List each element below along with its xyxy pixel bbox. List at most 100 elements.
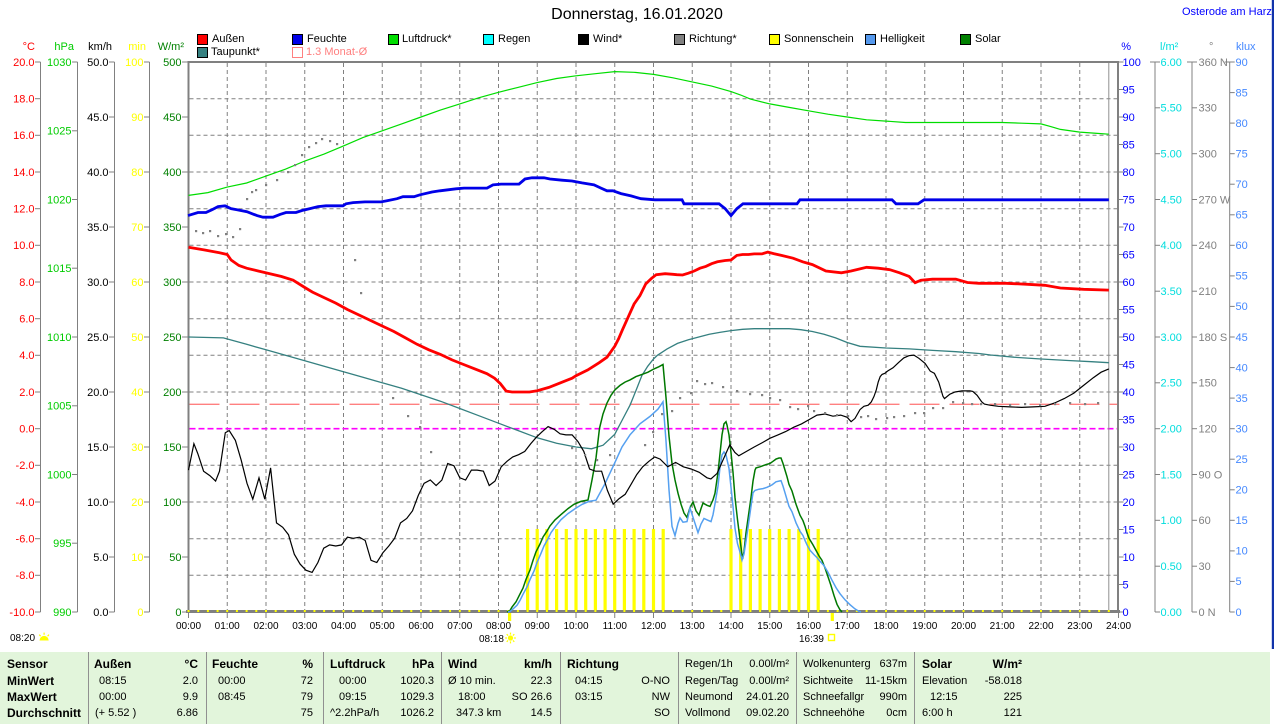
svg-text:25: 25 [1123,469,1135,481]
svg-text:-4.0: -4.0 [16,497,35,509]
svg-text:1.00: 1.00 [1161,515,1182,527]
svg-text:85: 85 [1123,139,1135,151]
svg-text:0 N: 0 N [1199,607,1216,619]
svg-text:-2.0: -2.0 [16,460,35,472]
svg-text:20: 20 [1236,485,1248,497]
svg-text:01:00: 01:00 [215,621,240,632]
svg-text:60: 60 [131,277,143,289]
svg-text:450: 450 [163,112,181,124]
svg-text:10.0: 10.0 [13,240,34,252]
svg-text:180 S: 180 S [1199,332,1228,344]
svg-text:0: 0 [1123,607,1129,619]
svg-text:15.0: 15.0 [87,442,108,454]
svg-text:45.0: 45.0 [87,112,108,124]
svg-text:23:00: 23:00 [1067,621,1092,632]
svg-text:1000: 1000 [47,469,71,481]
svg-text:%: % [1121,41,1131,53]
svg-text:55: 55 [1236,271,1248,283]
svg-text:40: 40 [131,387,143,399]
svg-text:1.50: 1.50 [1161,469,1182,481]
svg-text:-6.0: -6.0 [16,534,35,546]
svg-text:80: 80 [1236,118,1248,130]
svg-text:W/m²: W/m² [158,41,185,53]
svg-text:19:00: 19:00 [912,621,937,632]
svg-text:45: 45 [1123,359,1135,371]
svg-text:50: 50 [1236,301,1248,313]
svg-text:1025: 1025 [47,126,71,138]
svg-text:80: 80 [131,167,143,179]
svg-text:08:00: 08:00 [486,621,511,632]
svg-text:80: 80 [1123,167,1135,179]
svg-text:5.50: 5.50 [1161,103,1182,115]
svg-text:20: 20 [131,497,143,509]
svg-text:500: 500 [163,57,181,69]
svg-text:50: 50 [1123,332,1135,344]
svg-text:2.00: 2.00 [1161,424,1182,436]
svg-text:15:00: 15:00 [757,621,782,632]
svg-text:1015: 1015 [47,263,71,275]
svg-text:20.0: 20.0 [87,387,108,399]
svg-text:40: 40 [1123,387,1135,399]
svg-text:35: 35 [1123,414,1135,426]
svg-text:km/h: km/h [88,41,112,53]
svg-text:90: 90 [131,112,143,124]
svg-text:1005: 1005 [47,401,71,413]
svg-text:17:00: 17:00 [835,621,860,632]
svg-text:2.0: 2.0 [19,387,34,399]
svg-text:-10.0: -10.0 [9,607,34,619]
svg-text:min: min [128,41,146,53]
svg-text:70: 70 [1123,222,1135,234]
svg-text:10: 10 [1123,552,1135,564]
svg-text:60: 60 [1236,240,1248,252]
svg-text:400: 400 [163,167,181,179]
svg-text:14.0: 14.0 [13,167,34,179]
svg-text:50: 50 [169,552,181,564]
svg-text:0.0: 0.0 [93,607,108,619]
svg-text:150: 150 [163,442,181,454]
svg-text:60: 60 [1123,277,1135,289]
svg-text:20.0: 20.0 [13,57,34,69]
svg-text:04:00: 04:00 [331,621,356,632]
svg-text:100: 100 [125,57,143,69]
svg-text:l/m²: l/m² [1160,41,1179,53]
svg-text:14:00: 14:00 [718,621,743,632]
svg-text:65: 65 [1236,210,1248,222]
svg-text:10.0: 10.0 [87,497,108,509]
svg-text:10:00: 10:00 [563,621,588,632]
svg-text:90 O: 90 O [1199,469,1223,481]
svg-text:3.00: 3.00 [1161,332,1182,344]
svg-text:120: 120 [1199,424,1217,436]
svg-text:0: 0 [175,607,181,619]
svg-text:1010: 1010 [47,332,71,344]
svg-text:hPa: hPa [54,41,74,53]
svg-text:07:00: 07:00 [447,621,472,632]
svg-text:5.00: 5.00 [1161,149,1182,161]
svg-text:300: 300 [1199,149,1217,161]
svg-text:00:00: 00:00 [176,621,201,632]
svg-text:09:00: 09:00 [525,621,550,632]
svg-text:10: 10 [1236,546,1248,558]
svg-text:330: 330 [1199,103,1217,115]
svg-text:40.0: 40.0 [87,167,108,179]
svg-text:03:00: 03:00 [292,621,317,632]
svg-text:0: 0 [1236,607,1242,619]
svg-text:200: 200 [163,387,181,399]
svg-text:-8.0: -8.0 [16,570,35,582]
svg-text:35: 35 [1236,393,1248,405]
svg-text:20:00: 20:00 [951,621,976,632]
svg-text:16:39: 16:39 [799,634,824,645]
svg-text:1020: 1020 [47,194,71,206]
svg-text:klux: klux [1236,41,1256,53]
svg-text:13:00: 13:00 [680,621,705,632]
svg-text:22:00: 22:00 [1028,621,1053,632]
svg-text:35.0: 35.0 [87,222,108,234]
svg-text:2.50: 2.50 [1161,378,1182,390]
svg-text:45: 45 [1236,332,1248,344]
svg-text:16.0: 16.0 [13,130,34,142]
svg-text:4.00: 4.00 [1161,240,1182,252]
svg-text:10: 10 [131,552,143,564]
svg-text:12:00: 12:00 [641,621,666,632]
svg-text:16:00: 16:00 [796,621,821,632]
svg-text:3.50: 3.50 [1161,286,1182,298]
svg-text:25.0: 25.0 [87,332,108,344]
